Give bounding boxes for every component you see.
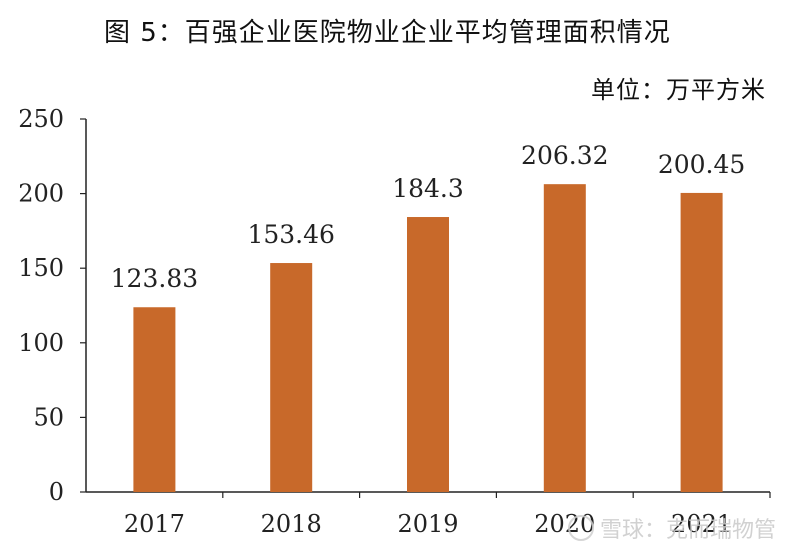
bar-2020 (543, 184, 586, 492)
chart-title: 图 5：百强企业医院物业企业平均管理面积情况 (104, 18, 671, 48)
bar-2017 (133, 307, 176, 492)
snowball-logo-icon (567, 515, 594, 541)
data-label-2019: 184.3 (392, 174, 464, 203)
x-tick-label-2018: 2018 (261, 510, 322, 538)
y-tick-label: 200 (18, 180, 64, 208)
data-label-2020: 206.32 (521, 141, 608, 170)
x-tick-label-2017: 2017 (124, 510, 185, 538)
data-label-2017: 123.83 (111, 264, 198, 293)
bar-2021 (680, 192, 723, 493)
data-labels: 123.83 153.46 184.3 206.32 200.45 (111, 141, 746, 293)
y-tick-label: 250 (18, 105, 64, 133)
y-tick-label: 150 (18, 254, 64, 282)
x-tick-label-2019: 2019 (397, 510, 458, 538)
watermark-text: 雪球：克而瑞物管 (599, 518, 776, 543)
bar-2019 (407, 217, 449, 492)
data-label-2018: 153.46 (247, 220, 334, 249)
unit-label: 单位：万平方米 (591, 76, 766, 104)
watermark: 雪球：克而瑞物管 (567, 512, 776, 544)
data-label-2021: 200.45 (658, 150, 745, 179)
y-tick-label: 0 (49, 478, 64, 506)
bars (133, 184, 723, 493)
y-tick-label: 100 (18, 329, 64, 357)
bar-2018 (270, 263, 313, 492)
y-tick-label: 50 (33, 403, 64, 431)
x-tick-label-2021: 2021 (671, 510, 732, 538)
